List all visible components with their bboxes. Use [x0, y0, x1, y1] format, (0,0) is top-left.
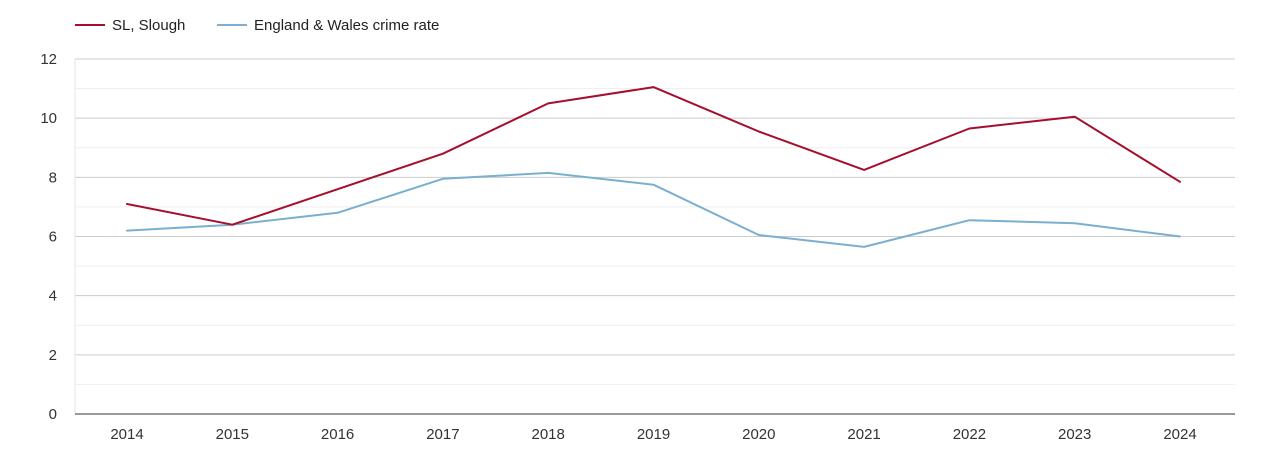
legend-item-slough[interactable]: SL, Slough [75, 17, 185, 34]
legend-label-england-wales: England & Wales crime rate [254, 17, 439, 34]
x-tick-label: 2014 [110, 426, 143, 443]
data-point-slough-2014[interactable] [121, 198, 133, 210]
data-point-england-wales-2020[interactable] [753, 229, 765, 241]
data-point-england-wales-2016[interactable] [332, 207, 344, 219]
data-point-england-wales-2024[interactable] [1174, 231, 1186, 243]
series-line-slough[interactable] [126, 86, 1181, 226]
x-tick-label: 2017 [426, 426, 459, 443]
data-point-england-wales-2018[interactable] [542, 167, 554, 179]
data-point-slough-2017[interactable] [437, 148, 449, 160]
data-point-slough-2022[interactable] [963, 123, 975, 135]
x-tick-label: 2021 [847, 426, 880, 443]
x-tick-label: 2023 [1058, 426, 1091, 443]
y-tick-label: 8 [49, 169, 57, 186]
y-tick-label: 0 [49, 406, 57, 423]
data-point-england-wales-2022[interactable] [963, 214, 975, 226]
data-point-slough-2023[interactable] [1069, 111, 1081, 123]
data-point-slough-2024[interactable] [1174, 176, 1186, 188]
chart-legend: SL, Slough England & Wales crime rate [75, 17, 439, 34]
x-tick-label: 2016 [321, 426, 354, 443]
gridlines [75, 58, 1235, 385]
x-tick-label: 2015 [216, 426, 249, 443]
data-point-slough-2020[interactable] [753, 125, 765, 137]
data-point-slough-2015[interactable] [226, 219, 238, 231]
x-tick-label: 2018 [532, 426, 565, 443]
data-point-england-wales-2023[interactable] [1069, 217, 1081, 229]
data-point-england-wales-2017[interactable] [437, 173, 449, 185]
x-axis: 2014 2015 2016 2017 2018 2019 2020 2021 2022 2023… [75, 413, 1235, 443]
data-point-england-wales-2021[interactable] [858, 241, 870, 253]
x-tick-label: 2024 [1163, 426, 1196, 443]
series-line-england-wales[interactable] [126, 171, 1181, 248]
data-point-england-wales-2014[interactable] [121, 225, 133, 237]
legend-label-slough: SL, Slough [112, 17, 185, 34]
x-tick-label: 2019 [637, 426, 670, 443]
data-point-slough-2016[interactable] [332, 183, 344, 195]
data-point-england-wales-2019[interactable] [648, 179, 660, 191]
y-axis: 0 2 4 6 8 10 12 [40, 51, 76, 423]
y-tick-label: 2 [49, 347, 57, 364]
legend-item-england-wales[interactable]: England & Wales crime rate [217, 17, 439, 34]
y-tick-label: 10 [40, 110, 57, 127]
series-lines [121, 81, 1186, 253]
y-tick-label: 12 [40, 51, 57, 68]
data-point-slough-2018[interactable] [542, 97, 554, 109]
y-tick-label: 6 [49, 229, 57, 246]
data-point-slough-2021[interactable] [858, 164, 870, 176]
data-point-slough-2019[interactable] [648, 81, 660, 93]
x-tick-label: 2020 [742, 426, 775, 443]
x-tick-label: 2022 [953, 426, 986, 443]
y-tick-label: 4 [49, 288, 57, 305]
